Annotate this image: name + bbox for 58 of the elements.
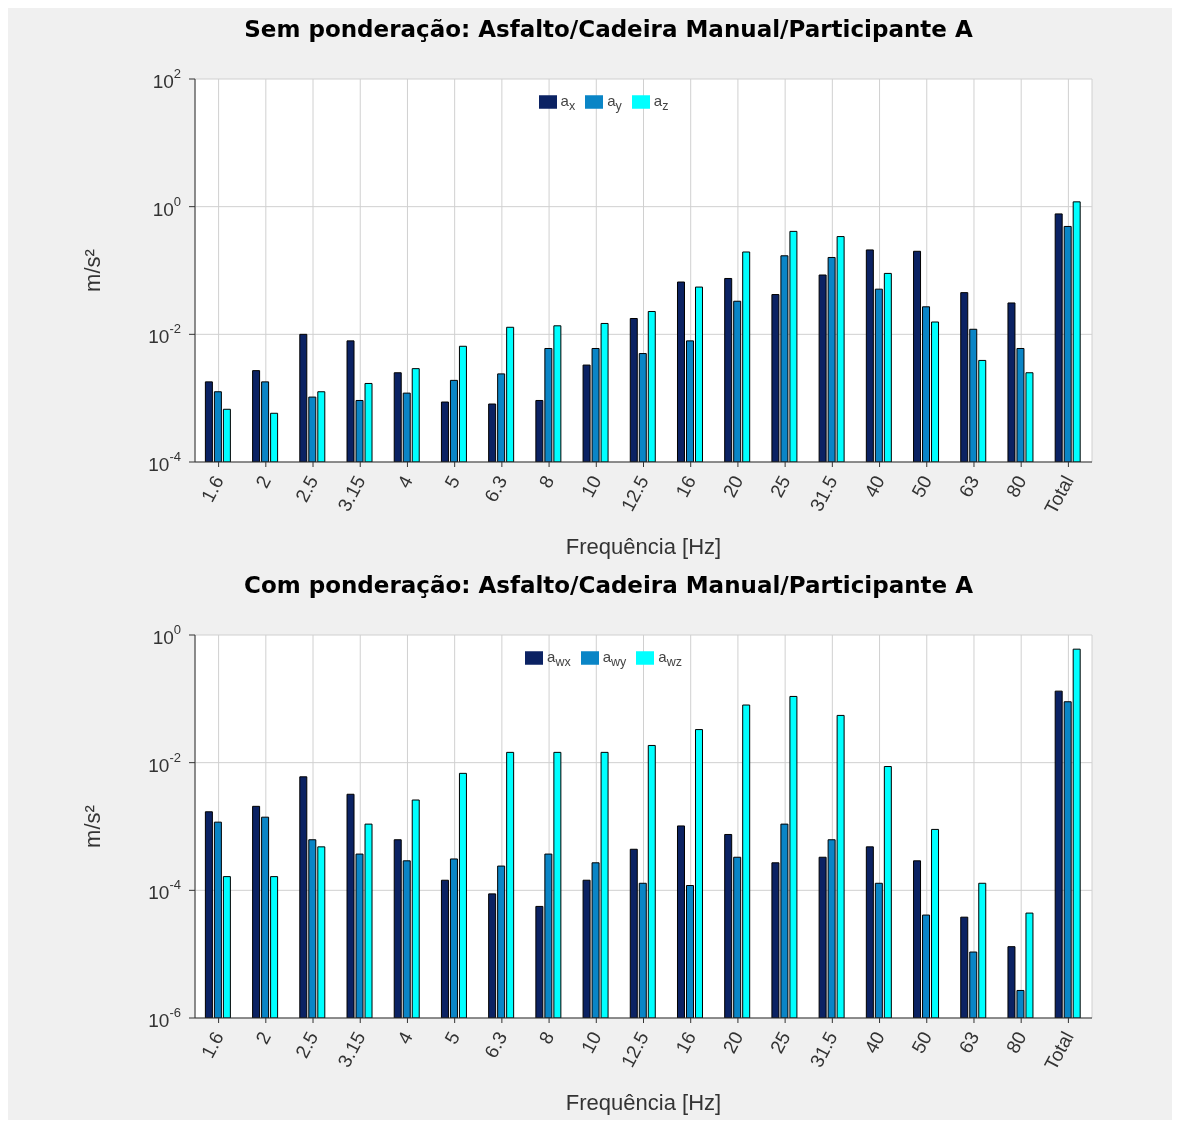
- legend-label: a$_{x}$: [560, 92, 576, 113]
- x-tick-label: 4: [393, 1027, 417, 1048]
- x-tick-label: 63: [954, 472, 984, 501]
- y-axis-title: m/s²: [80, 249, 105, 292]
- x-tick-label: 80: [1001, 472, 1031, 501]
- y-tick-label: 10$^{0}$: [152, 622, 181, 648]
- x-tick-label: 10: [577, 1028, 606, 1057]
- x-tick-label: 25: [765, 472, 795, 501]
- x-tick-label: 2.5: [291, 1028, 323, 1062]
- x-tick-label: 1.6: [196, 1028, 228, 1062]
- legend-label: a$_{y}$: [607, 92, 622, 113]
- x-tick-label: Total: [1040, 472, 1078, 518]
- x-tick-label: 20: [718, 1028, 748, 1057]
- y-tick-label: 10$^{0}$: [152, 193, 181, 220]
- legend-label: a$_{wx}$: [547, 648, 571, 669]
- x-tick-label: 16: [671, 1028, 700, 1057]
- x-tick-label: 3.15: [333, 1028, 370, 1071]
- x-tick-label: 50: [907, 472, 937, 501]
- y-tick-label: 10$^{-2}$: [148, 321, 181, 347]
- x-tick-label: 16: [671, 472, 700, 501]
- x-tick-label: 3.15: [333, 472, 370, 515]
- x-tick-label: 6.3: [480, 1028, 512, 1062]
- x-tick-label: 1.6: [196, 472, 228, 506]
- x-tick-label: 25: [765, 1028, 795, 1057]
- x-tick-label: 63: [954, 1028, 984, 1057]
- x-tick-label: 6.3: [480, 472, 512, 506]
- x-tick-label: 40: [860, 472, 889, 501]
- x-tick-label: 40: [860, 1028, 889, 1057]
- x-axis-title: Frequência [Hz]: [565, 534, 722, 559]
- y-tick-label: 10$^{-4}$: [148, 877, 181, 903]
- x-tick-label: 2: [251, 472, 276, 492]
- x-tick-label: 2.5: [291, 472, 323, 506]
- x-tick-label: 4: [393, 471, 417, 492]
- x-tick-label: 5: [440, 472, 464, 492]
- x-tick-label: 20: [718, 472, 748, 501]
- x-tick-label: 8: [534, 472, 559, 492]
- chart-title: Sem ponderação: Asfalto/Cadeira Manual/Participante A: [243, 16, 974, 42]
- x-tick-label: 50: [907, 1028, 937, 1057]
- x-tick-label: 80: [1001, 1028, 1031, 1057]
- x-tick-label: 5: [440, 1028, 464, 1048]
- x-tick-label: 31.5: [805, 1028, 842, 1071]
- legend-label: a$_{wy}$: [602, 648, 627, 669]
- y-axis-title: m/s²: [80, 805, 105, 848]
- x-tick-label: 31.5: [805, 472, 842, 515]
- x-axis-title: Frequência [Hz]: [565, 1090, 722, 1115]
- y-tick-label: 10$^{2}$: [152, 66, 181, 92]
- x-tick-label: 12.5: [616, 472, 653, 515]
- x-tick-label: 8: [534, 1028, 559, 1048]
- chart-title: Com ponderação: Asfalto/Cadeira Manual/Participante A: [243, 572, 974, 598]
- x-tick-label: 2: [251, 1028, 276, 1048]
- y-tick-label: 10$^{-6}$: [148, 1005, 181, 1031]
- x-tick-label: 12.5: [616, 1028, 653, 1071]
- legend-label: a$_{wz}$: [658, 648, 682, 669]
- legend-label: a$_{z}$: [653, 92, 669, 113]
- x-tick-label: 10: [577, 472, 606, 501]
- y-tick-label: 10$^{-4}$: [148, 449, 181, 475]
- x-tick-label: Total: [1040, 1028, 1078, 1074]
- y-tick-label: 10$^{-2}$: [148, 749, 181, 776]
